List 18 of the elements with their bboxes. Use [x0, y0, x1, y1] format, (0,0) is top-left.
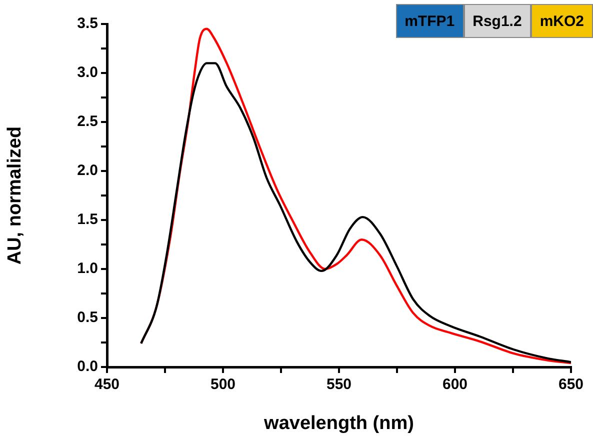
x-tick-label: 550 [326, 376, 352, 394]
y-tick-label: 0.0 [77, 358, 98, 376]
y-tick-label: 0.5 [77, 309, 98, 326]
x-tick-label: 500 [210, 376, 236, 394]
y-tick-label: 1.5 [77, 211, 98, 228]
y-tick-label: 3.5 [77, 15, 98, 32]
annotation: mKO2 [530, 4, 593, 38]
y-tick-label: 1.0 [77, 260, 98, 278]
x-tick-label: 650 [558, 376, 584, 394]
y-tick-label: 3.0 [77, 64, 98, 82]
x-tick-label: 450 [94, 376, 120, 394]
x-axis-title: wavelength (nm) [263, 412, 414, 434]
annotation: Rsg1.2 [464, 4, 531, 38]
y-tick-label: 2.0 [77, 162, 98, 180]
y-tick-label: 2.5 [77, 113, 98, 130]
x-tick-label: 600 [442, 376, 468, 394]
y-axis-title: AU, normalized [4, 126, 26, 265]
annotation: mTFP1 [396, 4, 464, 38]
